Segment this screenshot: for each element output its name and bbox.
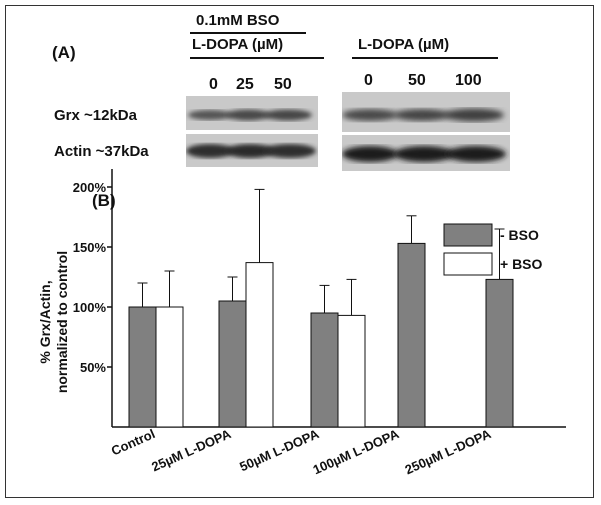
left-ldopa-rule — [190, 57, 324, 59]
blot-actin-right — [342, 135, 510, 171]
x-tick-label-1: 25µM L-DOPA — [149, 426, 234, 475]
panel-b-label: (B) — [92, 191, 116, 210]
bar-s0-2 — [310, 312, 339, 428]
figure-frame — [5, 5, 594, 498]
left-lane-label-1: 25 — [236, 76, 254, 93]
blot-grx-left-bands — [188, 109, 312, 121]
y-tick-label-3: 200% — [73, 180, 107, 195]
x-tick-label-4: 250µM L-DOPA — [403, 426, 494, 478]
bar-s1-2 — [337, 314, 366, 428]
x-tick-label-2: 50µM L-DOPA — [237, 426, 322, 475]
legend-label-0: - BSO — [500, 227, 539, 243]
bso-condition-label: 0.1mM BSO — [196, 12, 280, 29]
blot-actin-right-bands — [342, 146, 506, 162]
x-tick-label-3: 100µM L-DOPA — [311, 426, 402, 478]
y-axis-title-line-0: % Grx/Actin, — [37, 280, 53, 363]
legend-swatch-1 — [443, 252, 493, 276]
bar-s0-1 — [218, 300, 247, 428]
left-lane-label-2: 50 — [274, 76, 292, 93]
y-tick-label-0: 50% — [80, 360, 106, 375]
bar-s0-3 — [397, 242, 426, 428]
x-tick-label-0: Control — [109, 426, 157, 459]
panel-a-label: (A) — [52, 43, 76, 62]
blot-actin-left-bands — [186, 144, 316, 158]
right-lane-label-1: 50 — [408, 72, 426, 89]
right-ldopa-rule — [352, 57, 498, 59]
y-tick-label-1: 100% — [73, 300, 107, 315]
blot-grx-left — [186, 96, 318, 130]
bar-s0-0 — [128, 306, 157, 428]
bar-s0-4 — [485, 278, 514, 428]
blot-grx-right-bands — [342, 108, 504, 122]
bar-s1-1 — [245, 262, 274, 428]
row-label-grx: Grx ~12kDa — [54, 107, 137, 124]
right-ldopa-header: L-DOPA (µM) — [358, 36, 450, 53]
blot-grx-right — [342, 92, 510, 132]
y-axis-title-line-1: normalized to control — [54, 251, 70, 393]
left-ldopa-header: L-DOPA (µM) — [192, 36, 284, 53]
left-lane-label-0: 0 — [209, 76, 218, 93]
blot-actin-left — [186, 134, 318, 167]
bso-header-rule — [190, 32, 306, 34]
y-axis-title: % Grx/Actin,normalized to control — [37, 251, 70, 393]
row-label-actin: Actin ~37kDa — [54, 143, 149, 160]
right-lane-label-2: 100 — [455, 72, 482, 89]
y-tick-label-2: 150% — [73, 240, 107, 255]
legend-label-1: + BSO — [500, 256, 543, 272]
legend-swatch-0 — [443, 223, 493, 247]
right-lane-label-0: 0 — [364, 72, 373, 89]
bar-s1-0 — [155, 306, 184, 428]
